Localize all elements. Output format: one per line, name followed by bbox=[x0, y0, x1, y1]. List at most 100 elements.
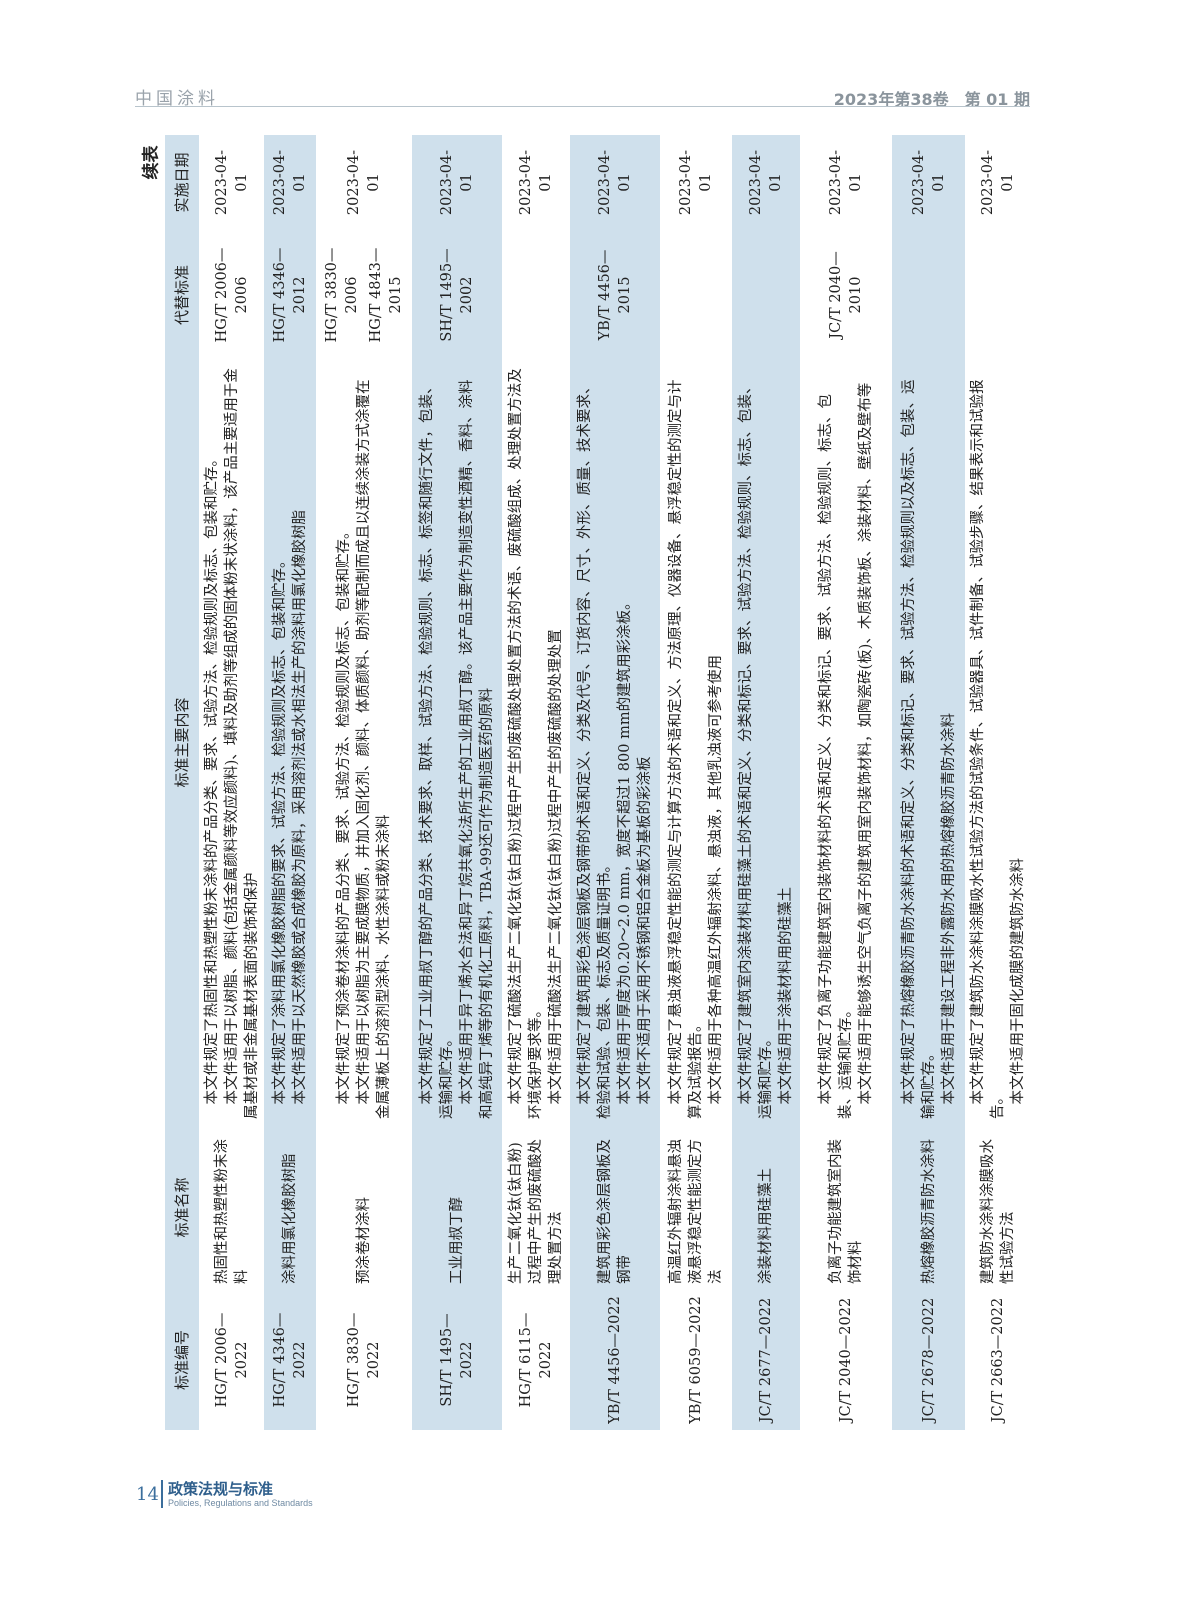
content-paragraph: 本文件适用于能够诱生空气负离子的建筑用室内装饰材料，如陶瓷砖(板)、木质装饰板、… bbox=[857, 382, 874, 1104]
replaced-standard: HG/T 4346—2012 bbox=[271, 247, 308, 342]
standard-content: 本文件规定了预涂卷材涂料的产品分类、要求、试验方法、检验规则及标志、包装和贮存。… bbox=[316, 360, 412, 1125]
standard-id: JC/T 2678—2022 bbox=[891, 1289, 965, 1430]
standard-name: 涂料用氯化橡胶树脂 bbox=[263, 1124, 316, 1290]
standard-id: SH/T 1495—2022 bbox=[411, 1289, 502, 1430]
standard-id: HG/T 3830—2022 bbox=[345, 1312, 382, 1407]
standard-name: 预涂卷材涂料 bbox=[355, 1196, 372, 1284]
content-paragraph: 本文件规定了悬浊液悬浮稳定性能的测定与计算方法的术语和定义、方法原理、仪器设备、… bbox=[667, 379, 704, 1119]
table-row: JC/T 2677—2022 涂装材料用硅藻土 本文件规定了建筑室内涂装材料用硅藻土… bbox=[731, 134, 800, 1430]
effective-date: 2023-04-01 bbox=[731, 134, 800, 230]
effective-date: 2023-04-01 bbox=[213, 149, 249, 215]
replaced-standard: HG/T 4843—2015 bbox=[367, 247, 404, 342]
standard-content: 本文件规定了负离子功能建筑室内装饰材料的术语和定义、分类和标记、要求、试验方法、… bbox=[800, 360, 892, 1125]
table-row: YB/T 6059—2022 高温红外辐射涂料悬浊液悬浮稳定性能测定方法 本文件规定… bbox=[660, 135, 732, 1430]
table-row: JC/T 2040—2022 负离子功能建筑室内装饰材料 本文件规定了负离子功能建筑… bbox=[800, 135, 892, 1430]
content-paragraph: 本文件适用于以树脂、颜料(包括金属颜料等效应颜料)、填料及助剂等组成的固体粉末状… bbox=[223, 367, 259, 1119]
replaced-standards bbox=[502, 230, 570, 360]
standard-id: YB/T 4456—2022 bbox=[569, 1289, 660, 1430]
standard-content: 本文件规定了建筑用彩色涂层钢板及钢带的术语和定义、分类及代号、订货内容、尺寸、外… bbox=[569, 359, 660, 1125]
standard-content: 本文件规定了工业用叔丁醇的产品分类、技术要求、取样、试验方法、检验规则、标志、标… bbox=[411, 359, 502, 1125]
standards-table: 标准编号 标准名称 标准主要内容 代替标准 实施日期 HG/T 2006—202… bbox=[164, 134, 1030, 1430]
standard-name: 生产二氧化钛(钛白粉)过程中产生的废硫酸处理处置方法 bbox=[507, 1138, 564, 1284]
table-row: JC/T 2678—2022 热熔橡胶沥青防水涂料 本文件规定了热熔橡胶沥青防水涂料… bbox=[891, 134, 965, 1430]
table-row: SH/T 1495—2022 工业用叔丁醇 本文件规定了工业用叔丁醇的产品分类、技术… bbox=[411, 134, 502, 1430]
replaced-standard: YB/T 4456—2015 bbox=[596, 249, 633, 340]
effective-date: 2023-04-01 bbox=[345, 149, 382, 215]
replaced-standards: YB/T 4456—2015 bbox=[569, 229, 660, 360]
effective-date: 2023-04-01 bbox=[517, 149, 554, 215]
replaced-standard: SH/T 1495—2002 bbox=[438, 247, 475, 342]
content-paragraph: 本文件适用于涂装材料用的硅藻土 bbox=[777, 886, 794, 1105]
replaced-standards: SH/T 1495—2002 bbox=[411, 229, 502, 360]
standard-id: HG/T 6115—2022 bbox=[517, 1312, 554, 1407]
content-paragraph: 本文件适用于以树脂为主要成膜物质，并加入固化剂、颜料、体质颜料、助剂等配制而成且… bbox=[355, 379, 392, 1119]
content-paragraph: 本文件规定了涂料用氯化橡胶树脂的要求、试验方法、检验规则及标志、包装和贮存。 bbox=[271, 553, 288, 1104]
standard-name: 热熔橡胶沥青防水涂料 bbox=[891, 1124, 965, 1290]
effective-date: 2023-04-01 bbox=[263, 134, 316, 230]
effective-date: 2023-04-01 bbox=[677, 149, 714, 215]
standard-content: 本文件规定了热固性和热塑性粉末涂料的产品分类、要求、试验方法、检验规则及标志、包… bbox=[199, 360, 264, 1125]
col-header-replaces: 代替标准 bbox=[164, 229, 199, 360]
table-header: 标准编号 标准名称 标准主要内容 代替标准 实施日期 bbox=[164, 134, 199, 1430]
footer-bar bbox=[161, 1480, 163, 1508]
standard-id: HG/T 2006—2022 bbox=[213, 1312, 249, 1407]
content-paragraph: 本文件规定了建筑防水涂料涂膜吸水性试验方法的试验条件、试验器具、试件制备、试验步… bbox=[969, 379, 1005, 1119]
replaced-standards: HG/T 2006—2006 bbox=[199, 230, 264, 360]
replaced-standards: HG/T 4346—2012 bbox=[263, 229, 316, 360]
standard-content: 本文件规定了热熔橡胶沥青防水涂料的术语和定义、分类和标记、要求、试验方法、检验规… bbox=[891, 359, 965, 1125]
standard-name: 高温红外辐射涂料悬浊液悬浮稳定性能测定方法 bbox=[667, 1138, 724, 1284]
content-paragraph: 本文件不适用于采用不锈钢和铝合金板为基板的彩涂板 bbox=[636, 756, 653, 1104]
col-header-content: 标准主要内容 bbox=[164, 359, 199, 1125]
standard-name: 建筑防水涂料涂膜吸水性试验方法 bbox=[979, 1138, 1015, 1284]
standard-name: 工业用叔丁醇 bbox=[411, 1124, 502, 1290]
standard-name: 负离子功能建筑室内装饰材料 bbox=[827, 1138, 864, 1284]
col-header-date: 实施日期 bbox=[164, 134, 199, 230]
effective-date: 2023-04-01 bbox=[891, 134, 965, 230]
journal-name: 中国涂料 bbox=[135, 89, 219, 109]
standard-content: 本文件规定了建筑室内涂装材料用硅藻土的术语和定义、分类和标记、要求、试验方法、检… bbox=[731, 359, 800, 1125]
section-title-en: Policies, Regulations and Standards bbox=[168, 1498, 313, 1508]
standard-name: 涂装材料用硅藻土 bbox=[731, 1124, 800, 1290]
content-paragraph: 本文件规定了工业用叔丁醇的产品分类、技术要求、取样、试验方法、检验规则、标志、标… bbox=[418, 379, 455, 1119]
content-paragraph: 本文件适用于各种高温红外辐射涂料、悬浊液，其他乳浊液可参考使用 bbox=[707, 654, 724, 1105]
replaced-standards: HG/T 3830—2006 HG/T 4843—2015 bbox=[316, 230, 412, 360]
standard-name: 建筑用彩色涂层钢板及钢带 bbox=[569, 1124, 660, 1290]
standard-content: 本文件规定了建筑防水涂料涂膜吸水性试验方法的试验条件、试验器具、试件制备、试验步… bbox=[965, 360, 1030, 1125]
page-number: 14 bbox=[136, 1484, 159, 1505]
table-row: YB/T 4456—2022 建筑用彩色涂层钢板及钢带 本文件规定了建筑用彩色涂层钢… bbox=[569, 134, 660, 1430]
table-row: JC/T 2663—2022 建筑防水涂料涂膜吸水性试验方法 本文件规定了建筑防水涂… bbox=[965, 135, 1030, 1430]
standard-id: YB/T 6059—2022 bbox=[687, 1295, 704, 1424]
replaced-standards bbox=[660, 230, 732, 360]
table-row: HG/T 2006—2022 热固性和热塑性粉末涂料 本文件规定了热固性和热塑性粉末… bbox=[199, 135, 264, 1430]
col-header-id: 标准编号 bbox=[164, 1289, 199, 1430]
table-row: HG/T 6115—2022 生产二氧化钛(钛白粉)过程中产生的废硫酸处理处置方法… bbox=[502, 135, 570, 1430]
content-paragraph: 本文件适用于固化成膜的建筑防水涂料 bbox=[1009, 857, 1025, 1105]
issue-info: 2023年第38卷 第 01 期 bbox=[833, 90, 1030, 109]
content-paragraph: 本文件适用于异丁烯水合法和异丁烷共氧化法所生产的工业用叔丁醇。该产品主要作为制造… bbox=[458, 379, 495, 1119]
effective-date: 2023-04-01 bbox=[979, 149, 1015, 215]
effective-date: 2023-04-01 bbox=[411, 134, 502, 230]
replaced-standards bbox=[891, 229, 965, 360]
standards-table-rotated: 标准编号 标准名称 标准主要内容 代替标准 实施日期 HG/T 2006—202… bbox=[164, 134, 1025, 1430]
content-paragraph: 本文件规定了负离子功能建筑室内装饰材料的术语和定义、分类和标记、要求、试验方法、… bbox=[817, 393, 854, 1119]
standard-id: HG/T 4346—2022 bbox=[263, 1289, 316, 1430]
header-divider bbox=[135, 106, 1030, 107]
content-paragraph: 本文件适用于以天然橡胶或合成橡胶为原料，采用溶剂法或水相法生产的涂料用氯化橡胶树… bbox=[291, 509, 308, 1105]
effective-date: 2023-04-01 bbox=[827, 149, 864, 215]
table-row: HG/T 4346—2022 涂料用氯化橡胶树脂 本文件规定了涂料用氯化橡胶树脂的要… bbox=[263, 134, 316, 1430]
standard-id: JC/T 2040—2022 bbox=[837, 1297, 854, 1422]
standard-content: 本文件规定了悬浊液悬浮稳定性能的测定与计算方法的术语和定义、方法原理、仪器设备、… bbox=[660, 360, 732, 1125]
standard-name: 热固性和热塑性粉末涂料 bbox=[213, 1138, 249, 1284]
replaced-standard: HG/T 3830—2006 bbox=[323, 247, 360, 342]
content-paragraph: 本文件规定了预涂卷材涂料的产品分类、要求、试验方法、检验规则及标志、包装和贮存。 bbox=[335, 524, 352, 1104]
standard-content: 本文件规定了涂料用氯化橡胶树脂的要求、试验方法、检验规则及标志、包装和贮存。 本文… bbox=[263, 359, 316, 1125]
replaced-standards bbox=[965, 230, 1030, 360]
replaced-standards: JC/T 2040—2010 bbox=[800, 230, 892, 360]
content-paragraph: 本文件规定了建筑用彩色涂层钢板及钢带的术语和定义、分类及代号、订货内容、尺寸、外… bbox=[576, 379, 613, 1119]
content-paragraph: 本文件适用于厚度为0.20～2.0 mm，宽度不超过1 800 mm的建筑用彩涂… bbox=[616, 594, 633, 1104]
effective-date: 2023-04-01 bbox=[569, 134, 660, 230]
content-paragraph: 本文件规定了建筑室内涂装材料用硅藻土的术语和定义、分类和标记、要求、试验方法、检… bbox=[737, 379, 774, 1119]
replaced-standards bbox=[731, 229, 800, 360]
standard-id: JC/T 2677—2022 bbox=[731, 1289, 800, 1430]
content-paragraph: 本文件适用于建设工程非外露防水用的热熔橡胶沥青防水涂料 bbox=[940, 712, 956, 1105]
